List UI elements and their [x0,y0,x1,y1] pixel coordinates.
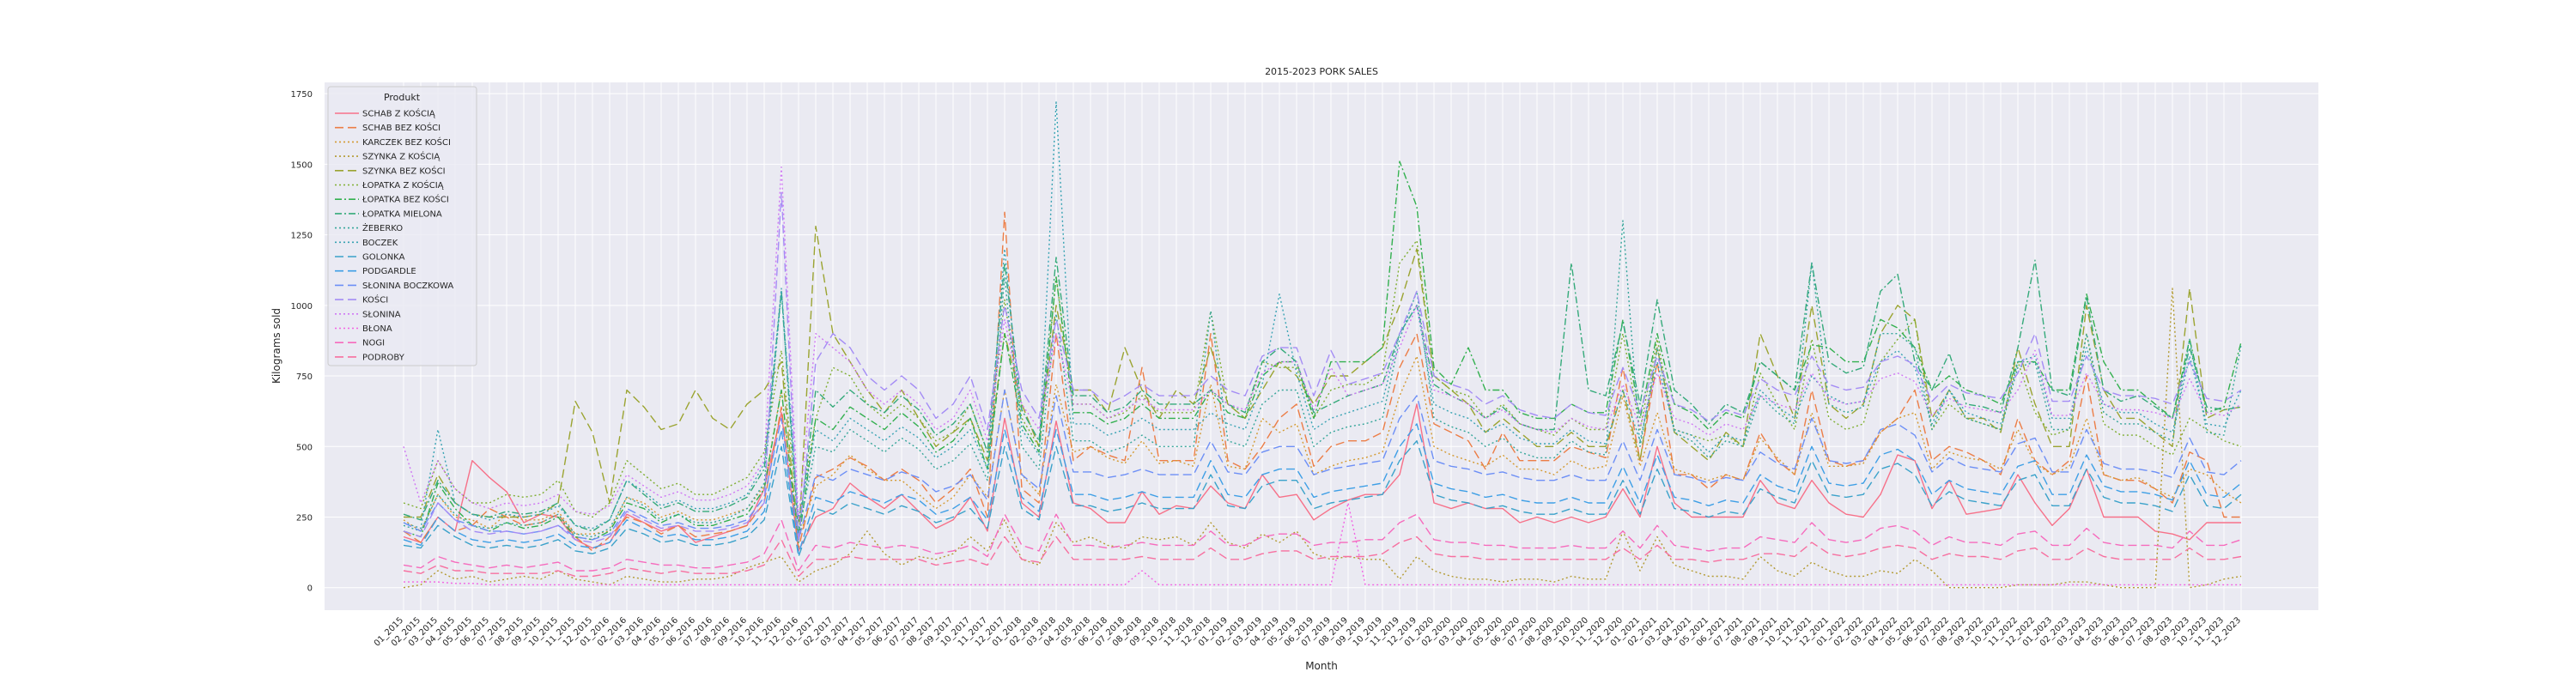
series-line [403,389,2242,541]
y-axis-label: Kilograms sold [270,308,283,384]
y-tick-label: 500 [296,443,313,452]
y-tick-label: 1250 [291,232,313,241]
legend-entry: BŁONA [362,324,392,334]
series-line [403,423,2242,554]
legend-entry: SŁONINA BOCZKOWA [362,281,453,291]
y-tick-label: 1750 [291,90,313,100]
y-tick-label: 250 [296,513,313,523]
legend-entry: PODROBY [362,353,405,362]
series-line [403,513,2242,572]
legend-entry: PODGARDLE [362,267,416,276]
x-tick-labels: 01_201502_201503_201504_201505_201506_20… [373,615,2243,648]
series-line [403,536,2242,578]
chart-title: 2015-2023 PORK SALES [1265,66,1378,77]
plot-background [325,82,2318,610]
series-line [403,288,2242,589]
series-line [403,355,2242,541]
legend-entry: SŁONINA [362,310,401,319]
series-line [403,440,2242,558]
legend-entry: SZYNKA BEZ KOŚCI [362,165,446,176]
legend-entry: NOGI [362,339,385,348]
series-line [403,257,2242,538]
series-line [403,101,2242,530]
series-line [403,166,2242,521]
y-tick-label: 1500 [291,160,313,170]
y-tick-labels: 0 250 500 750 1000 1250 1500 1750 [291,90,313,594]
series-line [403,403,2241,552]
legend-items: SCHAB Z KOŚCIĄ SCHAB BEZ KOŚCI KARCZEK BEZ… [335,108,453,362]
legend-entry: ŁOPATKA BEZ KOŚCI [361,194,449,205]
series-line [403,211,2241,552]
legend-entry: BOCZEK [362,239,398,248]
legend: Produkt SCHAB Z KOŚCIĄ SCHAB BEZ KOŚCI KAR… [327,86,477,366]
x-axis-label: Month [1305,660,1338,672]
legend-entry: ŁOPATKA MIELONA [361,209,442,219]
series-line [403,191,2242,543]
legend-entry: KARCZEK BEZ KOŚCI [362,136,451,148]
legend-entry: SCHAB Z KOŚCIĄ [362,108,436,119]
legend-entry: GOLONKA [362,253,405,263]
legend-frame [327,86,477,366]
y-tick-label: 1000 [291,302,313,312]
legend-entry: SCHAB BEZ KOŚCI [362,122,440,133]
legend-entry: KOŚCI [362,294,388,306]
y-tick-label: 0 [307,584,313,594]
legend-entry: SZYNKA Z KOŚCIĄ [362,151,440,162]
legend-entry: ŻEBERKO [362,222,403,233]
series-line [404,502,2241,586]
legend-entry: ŁOPATKA Z KOŚCIĄ [361,179,445,191]
y-tick-label: 750 [296,372,313,382]
series-lines [403,101,2242,589]
legend-title: Produkt [384,92,421,103]
